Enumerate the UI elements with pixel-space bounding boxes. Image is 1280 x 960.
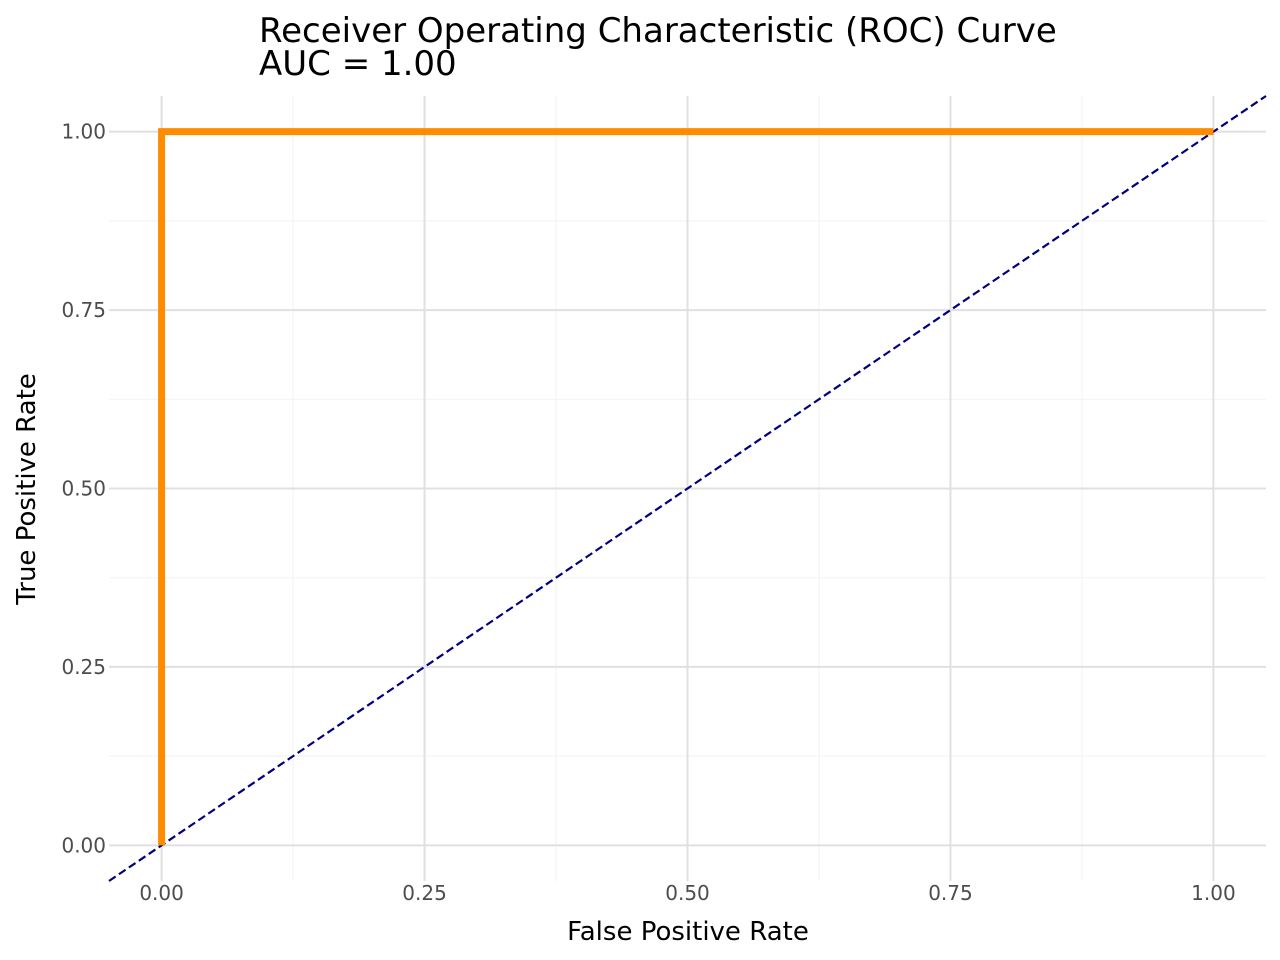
y-tick-label: 0.75 — [61, 298, 106, 322]
series-layer — [108, 95, 1267, 882]
y-tick-label: 0.25 — [61, 655, 106, 679]
chart-title: Receiver Operating Characteristic (ROC) … — [259, 11, 1057, 51]
chance-diagonal-line — [108, 95, 1267, 882]
y-tick-label: 0.50 — [61, 477, 106, 501]
x-tick-label: 0.75 — [928, 881, 973, 905]
roc-curve-line — [158, 128, 1214, 846]
y-tick-label: 0.00 — [61, 833, 106, 857]
x-tick-labels: 0.00 0.25 0.50 0.75 1.00 — [139, 881, 1235, 905]
x-tick-label: 0.25 — [402, 881, 447, 905]
y-axis-title: True Positive Rate — [12, 373, 42, 606]
y-tick-labels: 0.00 0.25 0.50 0.75 1.00 — [61, 120, 106, 858]
y-tick-label: 1.00 — [61, 120, 106, 144]
x-tick-label: 1.00 — [1191, 881, 1236, 905]
x-tick-label: 0.00 — [139, 881, 184, 905]
x-tick-label: 0.50 — [665, 881, 710, 905]
chart-subtitle: AUC = 1.00 — [259, 44, 457, 84]
x-axis-title: False Positive Rate — [567, 917, 809, 947]
